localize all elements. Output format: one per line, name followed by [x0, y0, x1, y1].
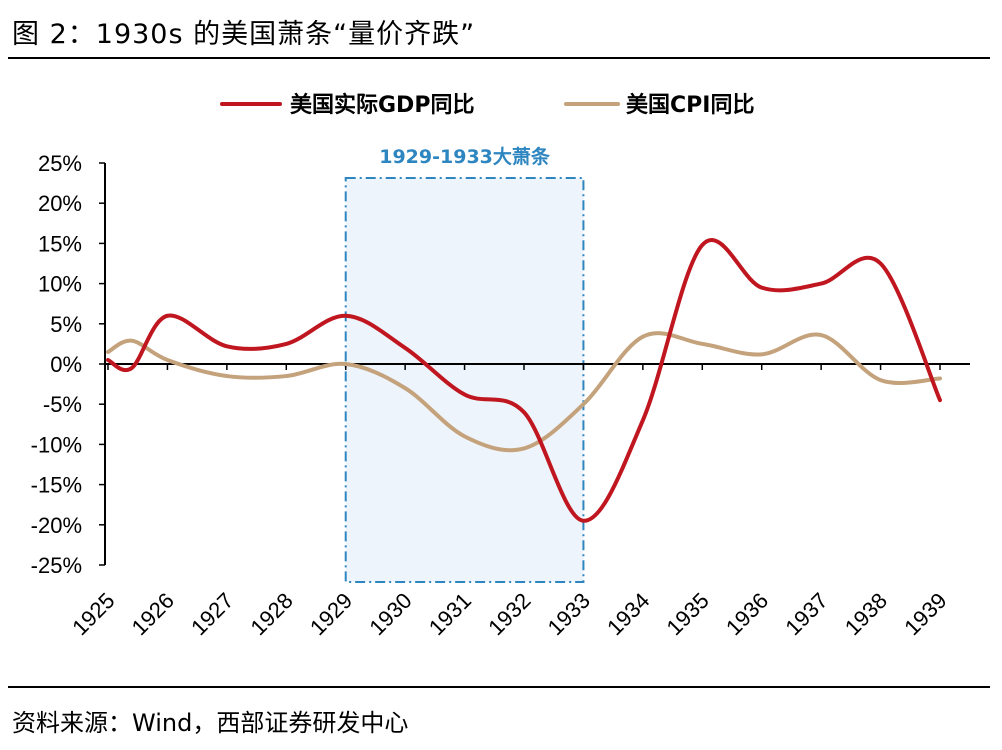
y-tick-label: 10% [38, 272, 82, 297]
source-note: 资料来源：Wind，西部证券研发中心 [12, 709, 409, 737]
x-tick-label: 1929 [305, 588, 357, 640]
x-tick-label: 1930 [364, 588, 416, 640]
y-tick-label: -10% [31, 432, 82, 457]
legend-label: 美国实际GDP同比 [290, 92, 474, 118]
series-line [106, 238, 942, 523]
x-tick-label: 1931 [424, 588, 476, 640]
x-tick-label: 1928 [246, 588, 298, 640]
legend: 美国实际GDP同比 美国CPI同比 [220, 92, 754, 118]
y-tick-label: 25% [38, 151, 82, 176]
bottom-rule [8, 686, 990, 688]
recession-band-layer: 1929-1933大萧条 [344, 145, 585, 583]
y-tick-label: -5% [43, 392, 82, 417]
top-rule [8, 57, 990, 59]
x-tick-label: 1935 [662, 588, 714, 640]
legend-label: 美国CPI同比 [626, 92, 754, 118]
figure-title: 图 2：1930s 的美国萧条“量价齐跌” [12, 19, 476, 50]
y-tick-label: 15% [38, 231, 82, 256]
y-tick-label: 5% [50, 312, 82, 337]
line-chart: 1929-1933大萧条 25% 20% 15% 10% 5% 0% -5% -10% -15%… [31, 92, 970, 640]
x-tick-label: 1934 [602, 588, 654, 640]
recession-band-label: 1929-1933大萧条 [379, 145, 551, 168]
x-tick-label: 1927 [186, 588, 238, 640]
y-tick-label: 20% [38, 191, 82, 216]
recession-band [344, 177, 585, 583]
y-tick-label: -25% [31, 553, 82, 578]
y-tick-label: 0% [50, 352, 82, 377]
x-tick-label: 1932 [483, 588, 535, 640]
series-layer [106, 238, 942, 523]
x-tick-label: 1938 [840, 588, 892, 640]
x-tick-label: 1936 [721, 588, 773, 640]
y-tick-label: -15% [31, 473, 82, 498]
x-tick-label: 1939 [899, 588, 951, 640]
x-tick-label: 1933 [543, 588, 595, 640]
y-tick-label: -20% [31, 513, 82, 538]
x-tick-label: 1926 [127, 588, 179, 640]
x-tick-label: 1937 [780, 588, 832, 640]
series-line [106, 331, 942, 453]
x-tick-label: 1925 [67, 588, 119, 640]
